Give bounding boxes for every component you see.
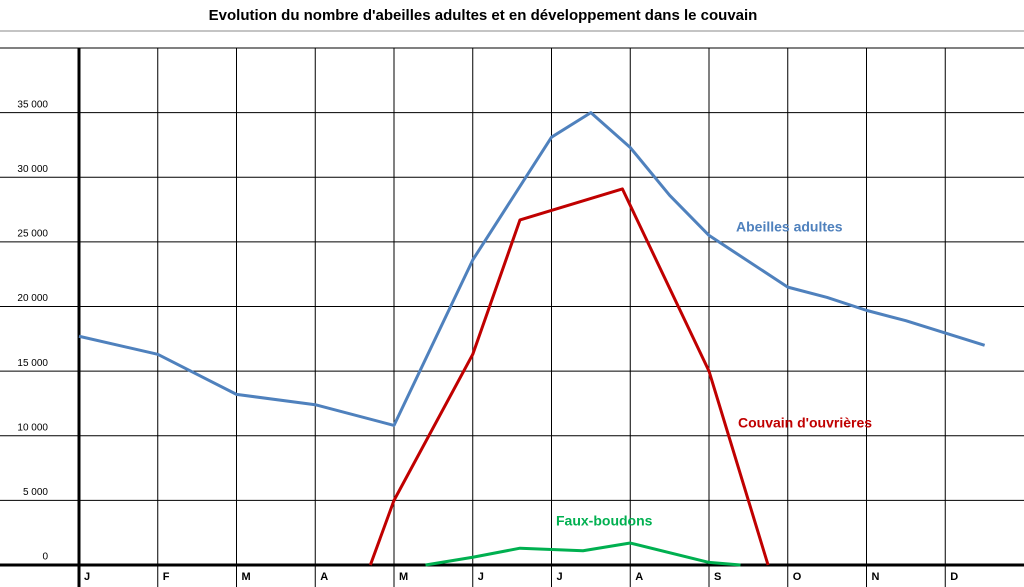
x-tick-label: F xyxy=(163,571,170,583)
y-tick-label: 15 000 xyxy=(17,358,48,369)
y-tick-label: 30 000 xyxy=(17,164,48,175)
y-tick-label: 5 000 xyxy=(23,487,48,498)
x-tick-label: O xyxy=(793,571,802,583)
x-tick-label: D xyxy=(950,571,958,583)
y-tick-label: 20 000 xyxy=(17,293,48,304)
y-tick-label: 0 xyxy=(42,552,48,563)
x-tick-label: M xyxy=(399,571,408,583)
data-line xyxy=(425,541,741,567)
y-tick-label: 25 000 xyxy=(17,229,48,240)
x-tick-label: M xyxy=(242,571,251,583)
x-tick-label: N xyxy=(872,571,880,583)
x-tick-label: J xyxy=(478,571,484,583)
data-line xyxy=(368,187,770,566)
series-label: Couvain d'ouvrières xyxy=(738,415,872,431)
y-tick-label: 10 000 xyxy=(17,422,48,433)
series-label: Abeilles adultes xyxy=(736,219,843,235)
x-tick-label: A xyxy=(320,571,328,583)
x-tick-label: J xyxy=(84,571,90,583)
series-label: Faux-boudons xyxy=(556,513,653,529)
x-tick-label: S xyxy=(714,571,721,583)
y-tick-label: 35 000 xyxy=(17,99,48,110)
x-tick-label: J xyxy=(557,571,563,583)
data-line xyxy=(78,111,986,427)
chart-title: Evolution du nombre d'abeilles adultes e… xyxy=(209,7,758,24)
x-tick-label: A xyxy=(635,571,643,583)
